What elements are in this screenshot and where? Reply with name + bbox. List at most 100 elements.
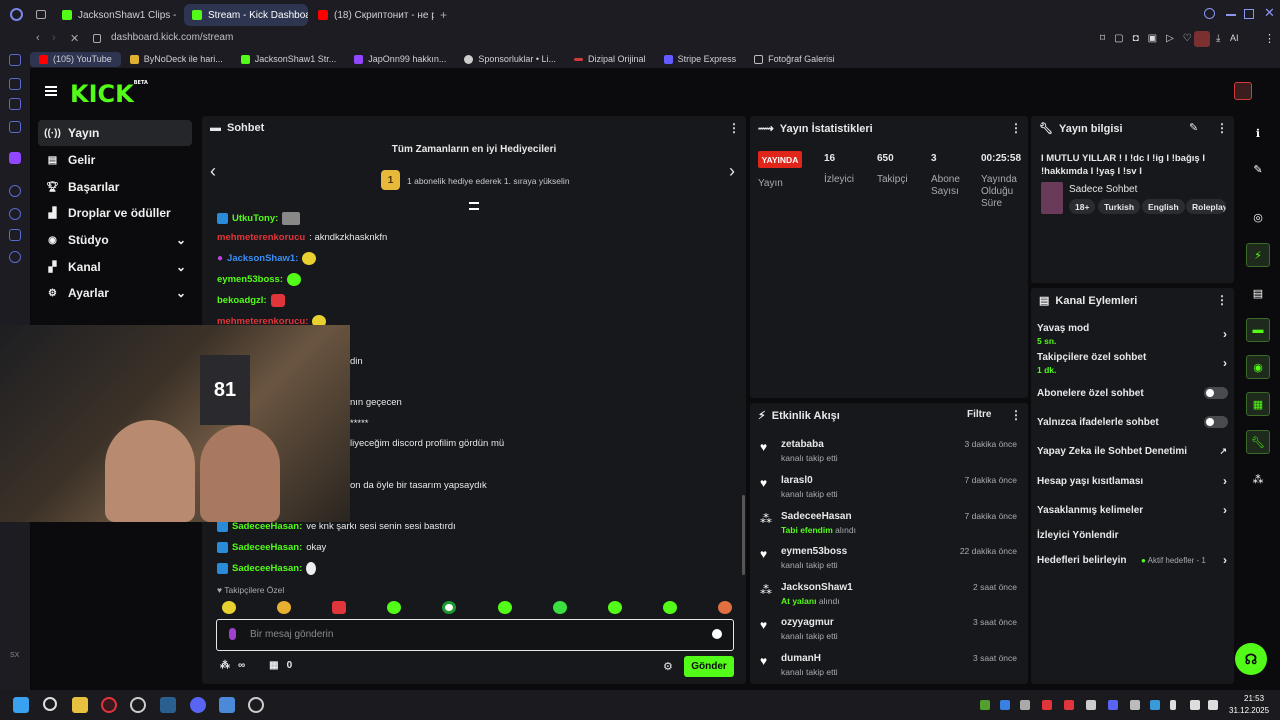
extensions-icons[interactable]: ⌑ ▢ ◘ ▣ ▷ ♡ (1100, 33, 1192, 44)
chat-icon[interactable]: ▬ (1246, 318, 1270, 342)
emote-icon[interactable] (662, 601, 677, 614)
emote-icon[interactable] (277, 601, 292, 614)
messenger-icon[interactable] (9, 121, 21, 133)
store-icon[interactable]: ▦ (269, 660, 279, 671)
clock-icon[interactable] (9, 208, 21, 220)
chat-username[interactable]: UtkuTony: (232, 213, 279, 224)
nav-gelir[interactable]: ▤ Gelir (38, 147, 192, 173)
extension-icon[interactable]: ▣ (1147, 33, 1158, 44)
network-icon[interactable] (1190, 700, 1200, 710)
browser-logo-icon[interactable] (10, 8, 23, 21)
mic-icon[interactable] (229, 628, 236, 640)
bookmark-dizipal[interactable]: Dizipal Orijinal (565, 54, 655, 64)
collapse-icon[interactable] (469, 202, 479, 210)
bookmark-sponsorluklar[interactable]: Sponsorluklar • Li... (455, 54, 565, 64)
download-icon[interactable]: ⤓ (1216, 33, 1221, 44)
points-icon[interactable]: ⁂ (1252, 473, 1264, 486)
activity-menu-icon[interactable]: ⋮ (1010, 408, 1022, 422)
back-icon[interactable]: ‹ (36, 32, 40, 44)
emote-icon[interactable] (442, 601, 457, 614)
volume-icon[interactable] (1208, 700, 1218, 710)
nav-droplar[interactable]: ▟ Droplar ve ödüller (38, 200, 192, 226)
broadcast-icon[interactable]: ◉ (1246, 355, 1270, 379)
tray-icon[interactable] (980, 700, 990, 710)
slow-mode-row[interactable]: Yavaş mod 5 sn. › (1037, 323, 1227, 347)
activity-event[interactable]: ⁂ JacksonShaw1 At yalanı alındı 2 saat önce (760, 582, 1020, 610)
activity-event[interactable]: ♥ eymen53boss kanalı takip etti 22 dakika ö… (760, 546, 1020, 574)
chat-username[interactable]: eymen53boss: (217, 274, 284, 285)
points-icon[interactable]: ⁂ (220, 660, 230, 671)
stats-menu-icon[interactable]: ⋮ (1010, 121, 1022, 135)
emote-icon[interactable] (607, 601, 622, 614)
url-field[interactable]: dashboard.kick.com/stream (111, 32, 234, 43)
bookmark-bynodeck[interactable]: ByNoDeck ile hari... (121, 54, 232, 64)
clock-time[interactable]: 21:53 (1244, 694, 1265, 703)
player-icon[interactable] (9, 185, 21, 197)
chat-scrollbar[interactable] (742, 495, 745, 575)
obs-icon[interactable] (130, 697, 146, 713)
followers-chat-row[interactable]: Takipçilere özel sohbet 1 dk. › (1037, 352, 1227, 376)
account-age-row[interactable]: Hesap yaşı kısıtlaması › (1037, 474, 1227, 488)
chat-menu-icon[interactable]: ⋮ (728, 121, 740, 135)
tab-jackson-clips[interactable]: JacksonShaw1 Clips - Wat (54, 4, 178, 26)
activity-event[interactable]: ♥ ozyyagmur kanalı takip etti 3 saat önce (760, 617, 1020, 645)
tray-icon[interactable] (1086, 700, 1096, 710)
maximize-button[interactable] (1244, 9, 1254, 19)
emote-icon[interactable] (552, 601, 567, 614)
category-name[interactable]: Sadece Sohbet (1069, 184, 1138, 195)
emote-icon[interactable] (497, 601, 512, 614)
banned-words-row[interactable]: Yasaklanmış kelimeler › (1037, 503, 1227, 517)
activity-event[interactable]: ♥ zetababa kanalı takip etti 3 dakika önce (760, 439, 1020, 467)
activity-event[interactable]: ⁂ SadeceeHasan Tabi efendim alındı 7 dakika… (760, 511, 1020, 539)
info-icon[interactable]: ℹ (1255, 127, 1261, 140)
lightning-icon[interactable]: ⚡︎ (1246, 243, 1270, 267)
chat-username[interactable]: SadeceeHasan: (232, 563, 303, 574)
tag-roleplay[interactable]: Roleplay (1186, 199, 1226, 214)
chat-settings-icon[interactable]: ⚙︎ (663, 661, 673, 673)
redirect-row[interactable]: İzleyici Yönlendir (1037, 530, 1227, 541)
wrench-icon[interactable]: 🔧︎ (1246, 430, 1270, 454)
search-icon[interactable] (43, 697, 57, 711)
bookmark-fotograf[interactable]: Fotoğraf Galerisi (745, 54, 844, 64)
activity-event[interactable]: ♥ dumanH kanalı takip etti 3 saat önce (760, 653, 1020, 681)
profile-avatar[interactable] (1194, 31, 1210, 47)
screenshot-icon[interactable]: ▢ (1114, 33, 1124, 44)
app-icon[interactable] (219, 697, 235, 713)
list-icon[interactable]: ▤ (1252, 287, 1264, 300)
gifters-next-icon[interactable]: › (729, 161, 735, 181)
support-button[interactable]: ☊ (1235, 643, 1267, 675)
close-button[interactable]: ✕ (1264, 5, 1275, 20)
tray-icon[interactable] (1064, 700, 1074, 710)
settings-icon[interactable] (9, 251, 21, 263)
tab-kick-dashboard[interactable]: Stream - Kick Dashboard (184, 4, 308, 26)
emote-icon[interactable] (387, 601, 402, 614)
nav-ayarlar[interactable]: ⚙︎ Ayarlar ⌄ (38, 280, 192, 306)
pen-icon[interactable]: ✎ (1253, 163, 1263, 176)
gifters-prev-icon[interactable]: ‹ (210, 161, 216, 181)
extensions-panel-icon[interactable] (9, 98, 21, 110)
kick-logo[interactable]: KICKBETA (70, 80, 148, 108)
menu-icon[interactable]: ⋮ (1264, 33, 1275, 45)
tray-icon[interactable] (1020, 700, 1030, 710)
chat-username[interactable]: mehmeterenkorucu (217, 232, 306, 243)
nav-yayin[interactable]: ((·)) Yayın (38, 120, 192, 146)
discord-tray-icon[interactable] (1108, 700, 1118, 710)
play-icon[interactable]: ▷ (1166, 33, 1174, 44)
heart-icon[interactable]: ♡ (1182, 33, 1192, 44)
reload-icon[interactable]: ✕ (70, 33, 80, 45)
search-icon[interactable] (1204, 8, 1215, 19)
channel-actions-icon[interactable]: ▦ (1246, 392, 1270, 416)
goals-row[interactable]: Hedefleri belirleyin ● Aktif hedefler - 1… (1037, 553, 1227, 567)
file-explorer-icon[interactable] (72, 697, 88, 713)
clock-date[interactable]: 31.12.2025 (1229, 706, 1270, 715)
emote-icon[interactable] (717, 601, 732, 614)
tag-18[interactable]: 18+ (1069, 199, 1096, 214)
tab-youtube[interactable]: (18) Скриптонит - не р (310, 4, 434, 26)
location-icon[interactable] (248, 697, 264, 713)
discord-icon[interactable] (9, 229, 21, 241)
filter-button[interactable]: Filtre (967, 409, 992, 420)
emotes-chat-toggle[interactable] (1204, 416, 1228, 428)
steam-icon[interactable] (160, 697, 176, 713)
bookmark-jackson[interactable]: JacksonShaw1 Str... (232, 54, 346, 64)
edit-icon[interactable]: ✎ (1189, 122, 1199, 134)
